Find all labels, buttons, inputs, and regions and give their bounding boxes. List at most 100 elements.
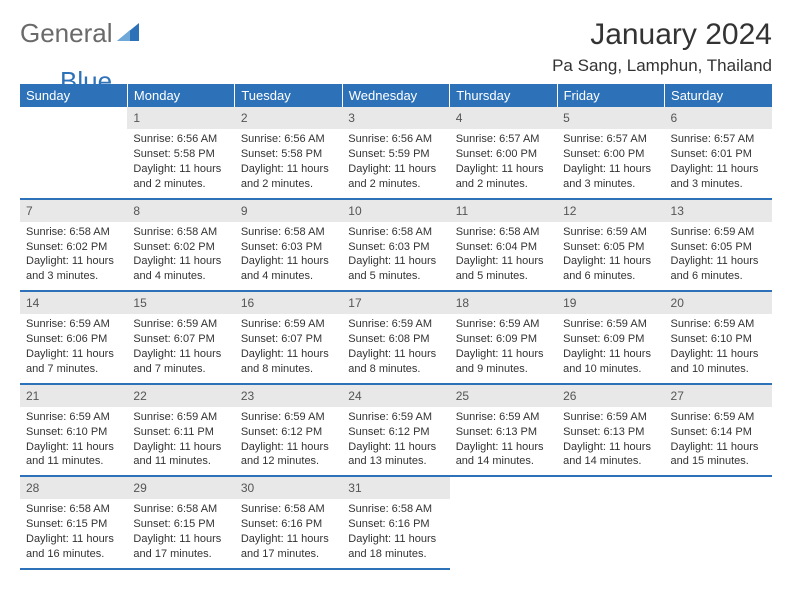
sunset-line: Sunset: 6:09 PM: [456, 332, 551, 347]
daylight-line: Daylight: 11 hours and 11 minutes.: [133, 440, 228, 470]
day-number: 30: [235, 477, 342, 499]
sunrise-line: Sunrise: 6:59 AM: [671, 410, 766, 425]
calendar-cell: 13Sunrise: 6:59 AMSunset: 6:05 PMDayligh…: [665, 199, 772, 292]
day-details: Sunrise: 6:56 AMSunset: 5:58 PMDaylight:…: [127, 129, 234, 197]
calendar-cell: 25Sunrise: 6:59 AMSunset: 6:13 PMDayligh…: [450, 384, 557, 477]
day-details: Sunrise: 6:58 AMSunset: 6:15 PMDaylight:…: [127, 499, 234, 567]
day-number: 17: [342, 292, 449, 314]
sunrise-line: Sunrise: 6:59 AM: [563, 225, 658, 240]
daylight-line: Daylight: 11 hours and 5 minutes.: [456, 254, 551, 284]
day-number: 1: [127, 107, 234, 129]
sunrise-line: Sunrise: 6:57 AM: [456, 132, 551, 147]
sunset-line: Sunset: 6:12 PM: [241, 425, 336, 440]
sunset-line: Sunset: 6:11 PM: [133, 425, 228, 440]
calendar-cell: 6Sunrise: 6:57 AMSunset: 6:01 PMDaylight…: [665, 107, 772, 199]
sunrise-line: Sunrise: 6:57 AM: [671, 132, 766, 147]
day-number: 20: [665, 292, 772, 314]
day-number: 18: [450, 292, 557, 314]
calendar-cell: 7Sunrise: 6:58 AMSunset: 6:02 PMDaylight…: [20, 199, 127, 292]
daylight-line: Daylight: 11 hours and 2 minutes.: [133, 162, 228, 192]
calendar-cell: 29Sunrise: 6:58 AMSunset: 6:15 PMDayligh…: [127, 476, 234, 569]
month-year: January 2024: [552, 18, 772, 52]
sunrise-line: Sunrise: 6:58 AM: [26, 225, 121, 240]
sunset-line: Sunset: 5:58 PM: [241, 147, 336, 162]
daylight-line: Daylight: 11 hours and 3 minutes.: [26, 254, 121, 284]
sunset-line: Sunset: 6:15 PM: [133, 517, 228, 532]
day-number: 10: [342, 200, 449, 222]
sunrise-line: Sunrise: 6:59 AM: [563, 410, 658, 425]
daylight-line: Daylight: 11 hours and 13 minutes.: [348, 440, 443, 470]
daylight-line: Daylight: 11 hours and 15 minutes.: [671, 440, 766, 470]
day-number: 13: [665, 200, 772, 222]
sunrise-line: Sunrise: 6:58 AM: [348, 225, 443, 240]
daylight-line: Daylight: 11 hours and 14 minutes.: [563, 440, 658, 470]
day-details: Sunrise: 6:59 AMSunset: 6:14 PMDaylight:…: [665, 407, 772, 475]
day-details: Sunrise: 6:58 AMSunset: 6:03 PMDaylight:…: [342, 222, 449, 290]
calendar-cell: 8Sunrise: 6:58 AMSunset: 6:02 PMDaylight…: [127, 199, 234, 292]
day-number: 16: [235, 292, 342, 314]
day-details: Sunrise: 6:59 AMSunset: 6:08 PMDaylight:…: [342, 314, 449, 382]
sunset-line: Sunset: 6:00 PM: [456, 147, 551, 162]
daylight-line: Daylight: 11 hours and 11 minutes.: [26, 440, 121, 470]
sunset-line: Sunset: 6:16 PM: [241, 517, 336, 532]
calendar-row: 28Sunrise: 6:58 AMSunset: 6:15 PMDayligh…: [20, 476, 772, 569]
sunset-line: Sunset: 6:15 PM: [26, 517, 121, 532]
day-details: Sunrise: 6:59 AMSunset: 6:07 PMDaylight:…: [127, 314, 234, 382]
day-number: 6: [665, 107, 772, 129]
day-details: Sunrise: 6:58 AMSunset: 6:16 PMDaylight:…: [235, 499, 342, 567]
sunset-line: Sunset: 6:08 PM: [348, 332, 443, 347]
day-number: 4: [450, 107, 557, 129]
sunset-line: Sunset: 6:03 PM: [348, 240, 443, 255]
weekday-header: Monday: [127, 84, 234, 107]
sunset-line: Sunset: 6:02 PM: [26, 240, 121, 255]
calendar-cell: 18Sunrise: 6:59 AMSunset: 6:09 PMDayligh…: [450, 291, 557, 384]
daylight-line: Daylight: 11 hours and 4 minutes.: [133, 254, 228, 284]
calendar-cell: 16Sunrise: 6:59 AMSunset: 6:07 PMDayligh…: [235, 291, 342, 384]
sunrise-line: Sunrise: 6:59 AM: [26, 410, 121, 425]
day-details: Sunrise: 6:58 AMSunset: 6:03 PMDaylight:…: [235, 222, 342, 290]
daylight-line: Daylight: 11 hours and 7 minutes.: [26, 347, 121, 377]
daylight-line: Daylight: 11 hours and 18 minutes.: [348, 532, 443, 562]
sunrise-line: Sunrise: 6:59 AM: [563, 317, 658, 332]
day-number: 12: [557, 200, 664, 222]
calendar-cell: 24Sunrise: 6:59 AMSunset: 6:12 PMDayligh…: [342, 384, 449, 477]
sunrise-line: Sunrise: 6:59 AM: [241, 317, 336, 332]
day-number: 27: [665, 385, 772, 407]
daylight-line: Daylight: 11 hours and 7 minutes.: [133, 347, 228, 377]
sunset-line: Sunset: 6:02 PM: [133, 240, 228, 255]
calendar-cell-empty: [557, 476, 664, 569]
day-details: Sunrise: 6:58 AMSunset: 6:04 PMDaylight:…: [450, 222, 557, 290]
sunset-line: Sunset: 5:58 PM: [133, 147, 228, 162]
calendar-cell: 20Sunrise: 6:59 AMSunset: 6:10 PMDayligh…: [665, 291, 772, 384]
day-details: Sunrise: 6:58 AMSunset: 6:16 PMDaylight:…: [342, 499, 449, 567]
calendar-table: Sunday Monday Tuesday Wednesday Thursday…: [20, 84, 772, 570]
day-details: Sunrise: 6:59 AMSunset: 6:06 PMDaylight:…: [20, 314, 127, 382]
sunrise-line: Sunrise: 6:58 AM: [133, 502, 228, 517]
day-details: Sunrise: 6:57 AMSunset: 6:01 PMDaylight:…: [665, 129, 772, 197]
day-details: Sunrise: 6:58 AMSunset: 6:02 PMDaylight:…: [20, 222, 127, 290]
daylight-line: Daylight: 11 hours and 6 minutes.: [671, 254, 766, 284]
day-details: Sunrise: 6:57 AMSunset: 6:00 PMDaylight:…: [450, 129, 557, 197]
daylight-line: Daylight: 11 hours and 10 minutes.: [563, 347, 658, 377]
day-details: Sunrise: 6:59 AMSunset: 6:12 PMDaylight:…: [235, 407, 342, 475]
calendar-cell: 11Sunrise: 6:58 AMSunset: 6:04 PMDayligh…: [450, 199, 557, 292]
weekday-header: Saturday: [665, 84, 772, 107]
location: Pa Sang, Lamphun, Thailand: [552, 56, 772, 76]
sunrise-line: Sunrise: 6:59 AM: [348, 410, 443, 425]
day-number: 24: [342, 385, 449, 407]
calendar-cell: 12Sunrise: 6:59 AMSunset: 6:05 PMDayligh…: [557, 199, 664, 292]
day-number: 3: [342, 107, 449, 129]
sunrise-line: Sunrise: 6:57 AM: [563, 132, 658, 147]
header: General January 2024 Pa Sang, Lamphun, T…: [20, 18, 772, 76]
day-details: Sunrise: 6:59 AMSunset: 6:09 PMDaylight:…: [450, 314, 557, 382]
daylight-line: Daylight: 11 hours and 6 minutes.: [563, 254, 658, 284]
sunrise-line: Sunrise: 6:59 AM: [348, 317, 443, 332]
sunset-line: Sunset: 6:14 PM: [671, 425, 766, 440]
daylight-line: Daylight: 11 hours and 2 minutes.: [456, 162, 551, 192]
calendar-cell: 2Sunrise: 6:56 AMSunset: 5:58 PMDaylight…: [235, 107, 342, 199]
weekday-header: Tuesday: [235, 84, 342, 107]
calendar-cell: 3Sunrise: 6:56 AMSunset: 5:59 PMDaylight…: [342, 107, 449, 199]
sunrise-line: Sunrise: 6:59 AM: [241, 410, 336, 425]
day-number: 21: [20, 385, 127, 407]
daylight-line: Daylight: 11 hours and 4 minutes.: [241, 254, 336, 284]
